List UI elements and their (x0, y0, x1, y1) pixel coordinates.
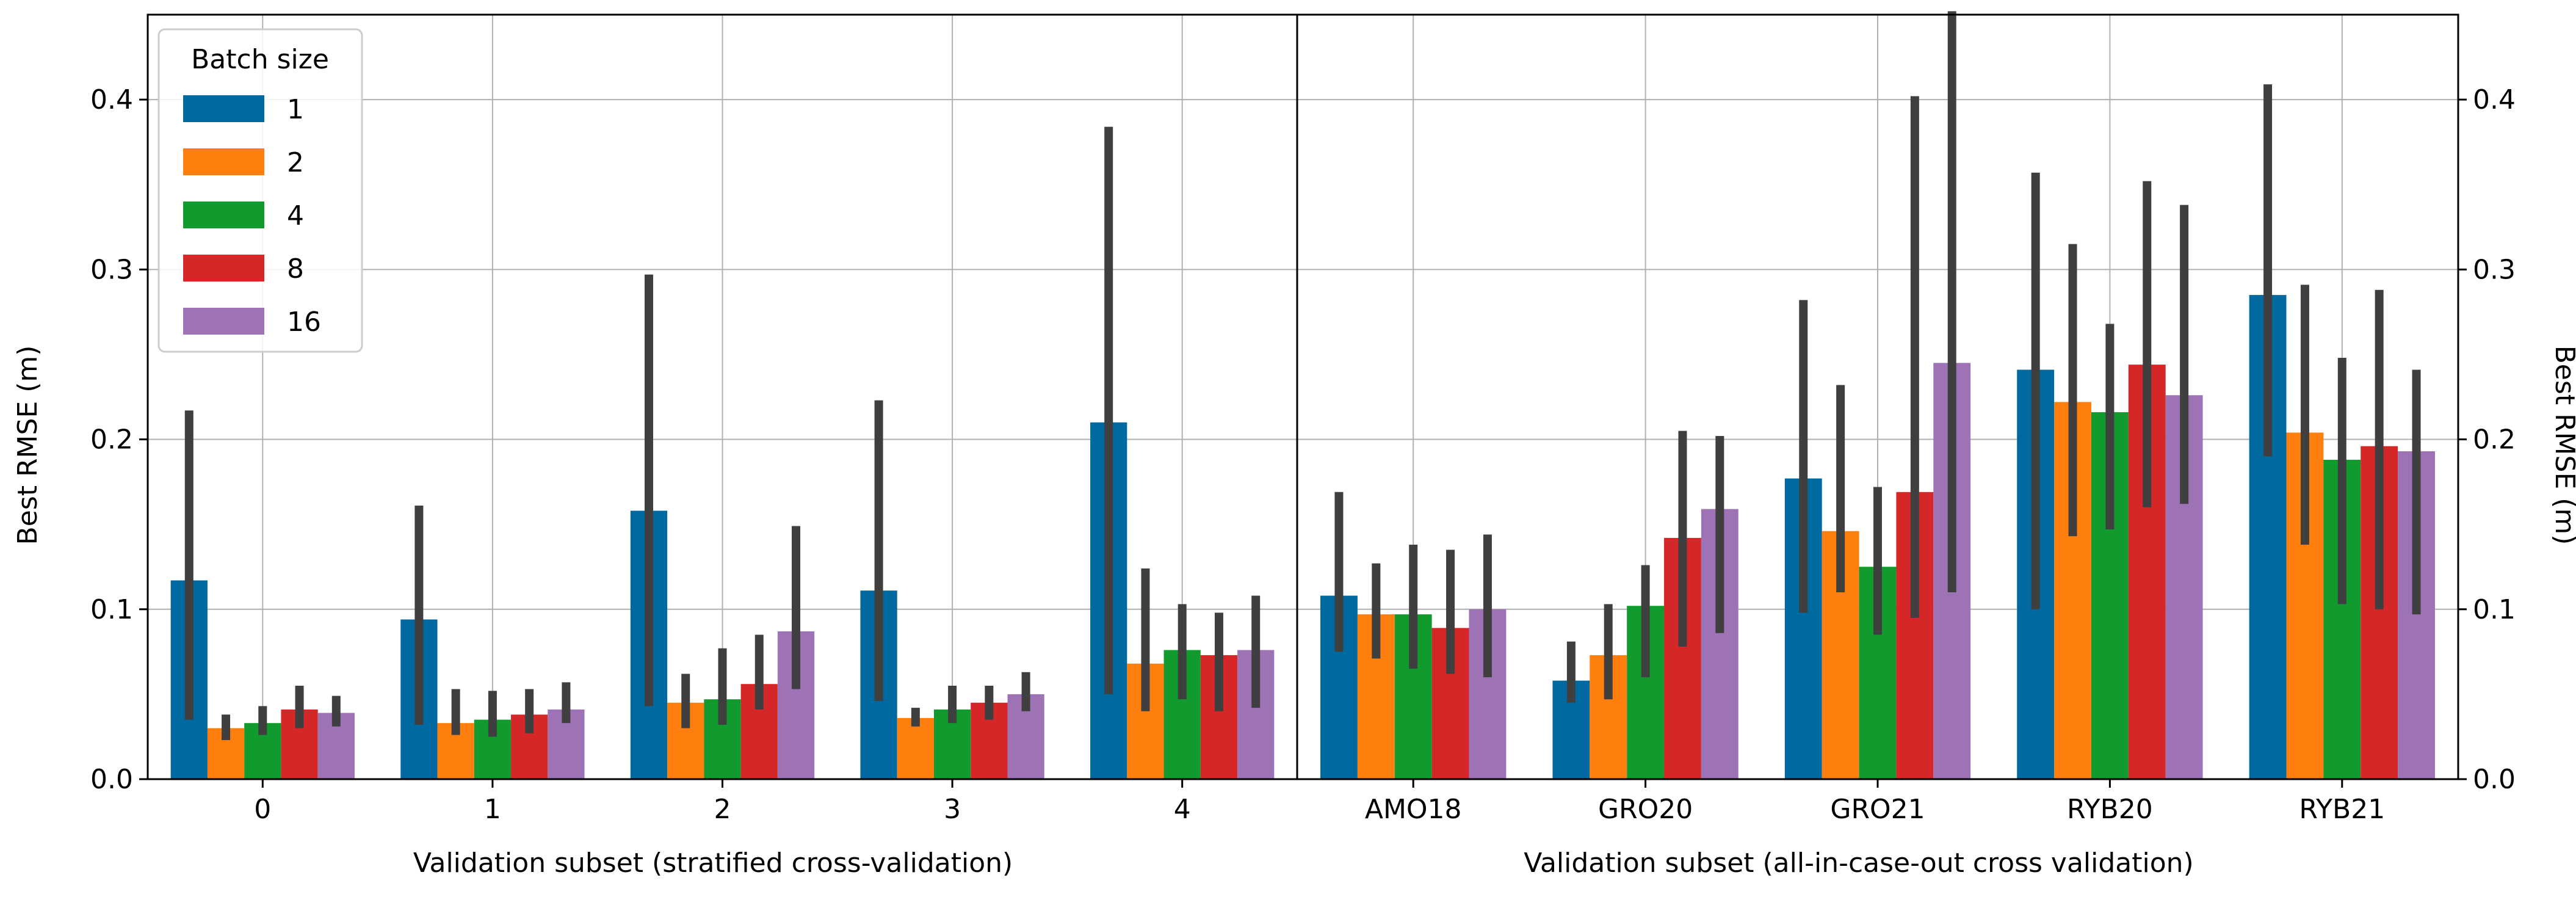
right-panel-bars (1320, 295, 2435, 780)
right-x-axis-label: Validation subset (all-in-case-out cross… (1524, 848, 2193, 879)
y-tick-label: 0.4 (90, 84, 133, 115)
legend-swatch-batch-2 (183, 148, 264, 175)
x-tick-label: 0 (254, 794, 271, 825)
x-tick-label: 2 (714, 794, 731, 825)
legend-label-batch-2: 2 (287, 147, 304, 178)
legend-swatch-batch-16 (183, 308, 264, 335)
legend-label-batch-16: 16 (287, 307, 321, 338)
right-panel: 0.0 0.1 0.2 0.3 0.4 AMO18 GRO20 GRO21 RYB20 RYB2… (1297, 11, 2576, 879)
legend-title: Batch size (191, 44, 329, 75)
legend-swatch-batch-1 (183, 95, 264, 122)
legend-label-batch-8: 8 (287, 253, 304, 285)
y-tick-label: 0.2 (90, 424, 133, 456)
right-x-axis-ticks: AMO18 GRO20 GRO21 RYB20 RYB21 (1365, 779, 2385, 825)
y-tick-label: 0.1 (90, 594, 133, 625)
left-x-axis-ticks: 0 1 2 3 4 (254, 779, 1191, 825)
right-y-axis-label: Best RMSE (m) (2549, 346, 2576, 545)
y-tick-label: 0.3 (2473, 254, 2516, 285)
x-tick-label: AMO18 (1365, 794, 1462, 825)
left-y-axis-label: Best RMSE (m) (12, 346, 43, 545)
legend-swatch-batch-4 (183, 202, 264, 228)
legend-label-batch-4: 4 (287, 200, 304, 231)
left-y-axis-ticks: 0.0 0.1 0.2 0.3 0.4 (90, 84, 148, 795)
left-panel: 0.0 0.1 0.2 0.3 0.4 0 1 2 3 4 Validation subset … (12, 15, 1297, 879)
y-tick-label: 0.1 (2473, 594, 2516, 625)
x-tick-label: GRO21 (1830, 794, 1925, 825)
x-tick-label: RYB20 (2067, 794, 2153, 825)
x-tick-label: 4 (1174, 794, 1191, 825)
axes-frame (147, 13, 2459, 780)
x-tick-label: GRO20 (1598, 794, 1693, 825)
right-panel-error-bars (1334, 11, 2421, 703)
legend-box (157, 28, 363, 353)
legend-swatch-batch-8 (183, 255, 264, 281)
y-tick-label: 0.3 (90, 254, 133, 285)
plot-border (147, 13, 2459, 780)
x-tick-label: RYB21 (2299, 794, 2385, 825)
bar-batch-2-3 (897, 717, 934, 779)
legend-label-batch-1: 1 (287, 94, 304, 125)
y-tick-label: 0.2 (2473, 424, 2516, 456)
legend-items: 1 2 4 8 16 (183, 94, 321, 338)
left-x-axis-label: Validation subset (stratified cross-vali… (413, 848, 1013, 879)
right-y-axis-ticks: 0.0 0.1 0.2 0.3 0.4 (2458, 84, 2516, 795)
y-tick-label: 0.4 (2473, 84, 2516, 115)
y-tick-label: 0.0 (2473, 764, 2516, 795)
x-tick-label: 3 (944, 794, 961, 825)
left-panel-error-bars (184, 126, 1261, 741)
legend: Batch size 1 2 4 8 16 (157, 28, 363, 353)
y-tick-label: 0.0 (90, 764, 133, 795)
x-tick-label: 1 (484, 794, 501, 825)
